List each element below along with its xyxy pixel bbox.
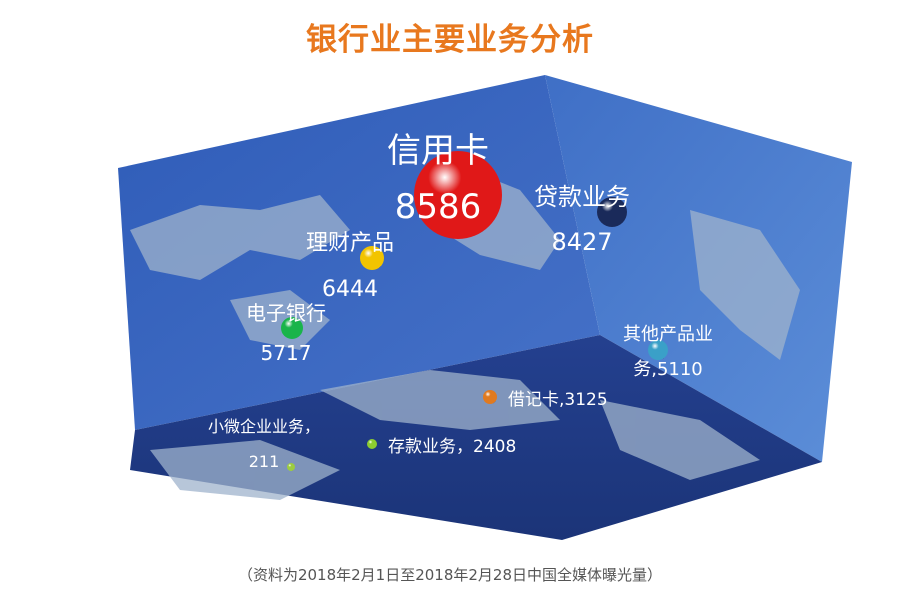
- bubble-label: 小微企业业务，: [208, 417, 320, 436]
- bubble-label: 6444: [322, 277, 378, 302]
- bubble-label: 5717: [261, 341, 312, 365]
- bubble-label: 贷款业务: [534, 183, 630, 211]
- bubble-label: 8427: [551, 228, 612, 256]
- bubble-label: 电子银行: [246, 301, 326, 325]
- bubble-label: 存款业务，2408: [388, 437, 516, 457]
- bubble-6: [367, 439, 377, 449]
- bubble-label: 务,5110: [633, 359, 703, 380]
- box-floor-face: [130, 335, 822, 540]
- bubble-label: 理财产品: [306, 231, 394, 256]
- bubble-label: 其他产品业: [623, 324, 713, 345]
- bubble-1: [597, 197, 627, 227]
- bubble-label: 借记卡,3125: [508, 390, 608, 410]
- bubble-label: 8586: [395, 187, 482, 227]
- bubble-label: 信用卡: [387, 131, 489, 171]
- bubble-3: [281, 317, 303, 339]
- source-note: （资料为2018年2月1日至2018年2月28日中国全媒体曝光量）: [237, 566, 663, 584]
- bubble-2: [360, 246, 384, 270]
- bubble-label: 211: [249, 452, 280, 471]
- bubble-4: [648, 340, 668, 360]
- bubble-7: [287, 463, 295, 471]
- bubble-5: [483, 390, 497, 404]
- bubble-0: [414, 151, 502, 239]
- chart-title: 银行业主要业务分析: [306, 22, 594, 58]
